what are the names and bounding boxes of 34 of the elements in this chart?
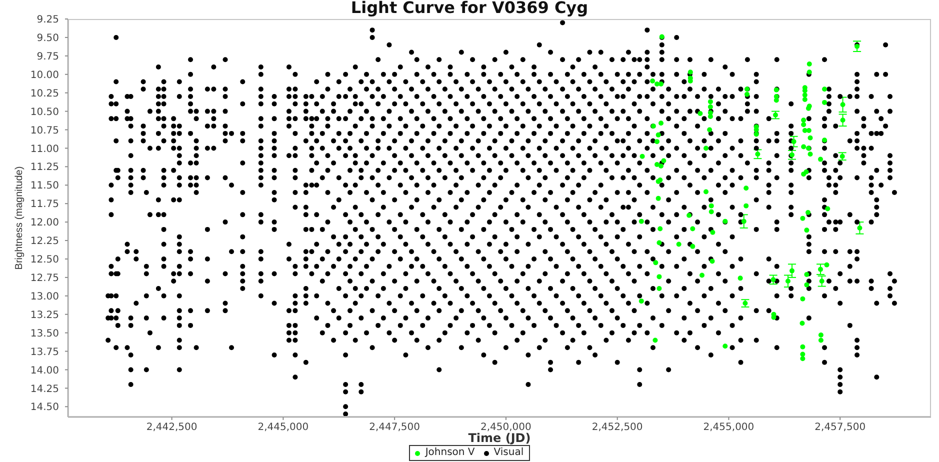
x-tick-label: 2,445,000 <box>258 422 309 434</box>
y-tick-label: 13.00 <box>30 291 59 302</box>
y-tick-label: 10.25 <box>30 88 59 100</box>
y-tick-label: 11.50 <box>30 180 59 192</box>
y-tick-label: 13.25 <box>30 310 59 321</box>
y-tick-label: 11.25 <box>30 162 59 174</box>
x-tick-label: 2,452,500 <box>592 422 643 434</box>
y-tick-label: 12.75 <box>30 272 59 284</box>
y-axis-title: Brightness (magnitude) <box>14 166 26 270</box>
y-tick-label: 14.50 <box>30 402 59 414</box>
legend-label: Johnson V <box>425 447 475 459</box>
y-tick-label: 11.00 <box>30 144 59 155</box>
legend-label: Visual <box>494 447 524 459</box>
y-tick-label: 13.75 <box>30 346 59 358</box>
y-tick-label: 10.00 <box>30 70 59 81</box>
x-axis-title: Time (JD) <box>468 431 531 445</box>
x-tick-label: 2,457,500 <box>814 422 866 434</box>
y-tick-label: 10.50 <box>30 106 59 118</box>
y-tick-label: 11.75 <box>30 199 59 210</box>
y-tick-label: 13.50 <box>30 328 59 340</box>
y-tick-label: 14.00 <box>30 365 59 376</box>
y-tick-label: 9.50 <box>36 33 59 44</box>
chart-title: Light Curve for V0369 Cyg <box>350 0 588 17</box>
y-tick-label: 12.00 <box>30 218 59 229</box>
x-tick-label: 2,450,000 <box>480 422 532 434</box>
y-tick-label: 9.25 <box>36 14 59 26</box>
y-tick-label: 12.50 <box>30 254 59 266</box>
x-tick-label: 2,442,500 <box>146 422 198 434</box>
x-tick-label: 2,447,500 <box>369 422 420 434</box>
y-tick-label: 14.25 <box>30 384 59 395</box>
y-tick-label: 9.75 <box>36 51 59 62</box>
y-tick-label: 12.25 <box>30 236 59 248</box>
y-tick-label: 10.75 <box>30 125 59 136</box>
x-tick-label: 2,455,000 <box>703 422 754 434</box>
